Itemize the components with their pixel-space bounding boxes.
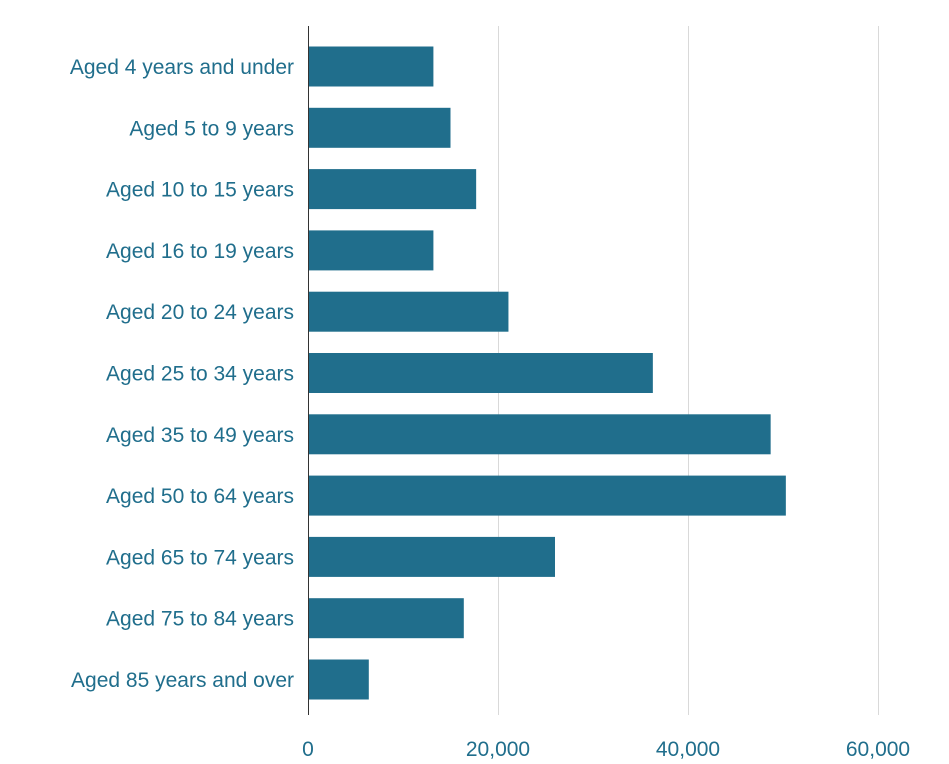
bar-10 (308, 659, 369, 700)
category-label-6: Aged 35 to 49 years (106, 424, 294, 447)
x-tick-label-1: 20,000 (466, 738, 530, 761)
bar-2 (308, 169, 477, 210)
category-label-9: Aged 75 to 84 years (106, 608, 294, 631)
x-tick-label-0: 0 (302, 738, 314, 761)
bar-0 (308, 46, 434, 87)
category-label-4: Aged 20 to 24 years (106, 301, 294, 324)
bar-6 (308, 414, 771, 455)
category-label-3: Aged 16 to 19 years (106, 240, 294, 263)
bar-3 (308, 230, 434, 271)
category-label-1: Aged 5 to 9 years (129, 117, 294, 140)
bar-7 (308, 475, 786, 516)
category-label-5: Aged 25 to 34 years (106, 363, 294, 386)
category-label-7: Aged 50 to 64 years (106, 485, 294, 508)
category-label-10: Aged 85 years and over (71, 669, 294, 692)
bar-1 (308, 107, 451, 148)
bar-8 (308, 536, 555, 577)
tick-label-layer: 0 20,000 40,000 60,000 (302, 738, 910, 761)
x-tick-label-3: 60,000 (846, 738, 910, 761)
category-label-2: Aged 10 to 15 years (106, 179, 294, 202)
category-label-8: Aged 65 to 74 years (106, 546, 294, 569)
category-label-0: Aged 4 years and under (70, 56, 294, 79)
bar-layer (308, 46, 786, 700)
x-tick-label-2: 40,000 (656, 738, 720, 761)
category-label-layer: Aged 4 years and under Aged 5 to 9 years A… (70, 56, 294, 692)
bar-9 (308, 598, 464, 639)
bar-4 (308, 291, 509, 332)
bar-5 (308, 353, 653, 393)
